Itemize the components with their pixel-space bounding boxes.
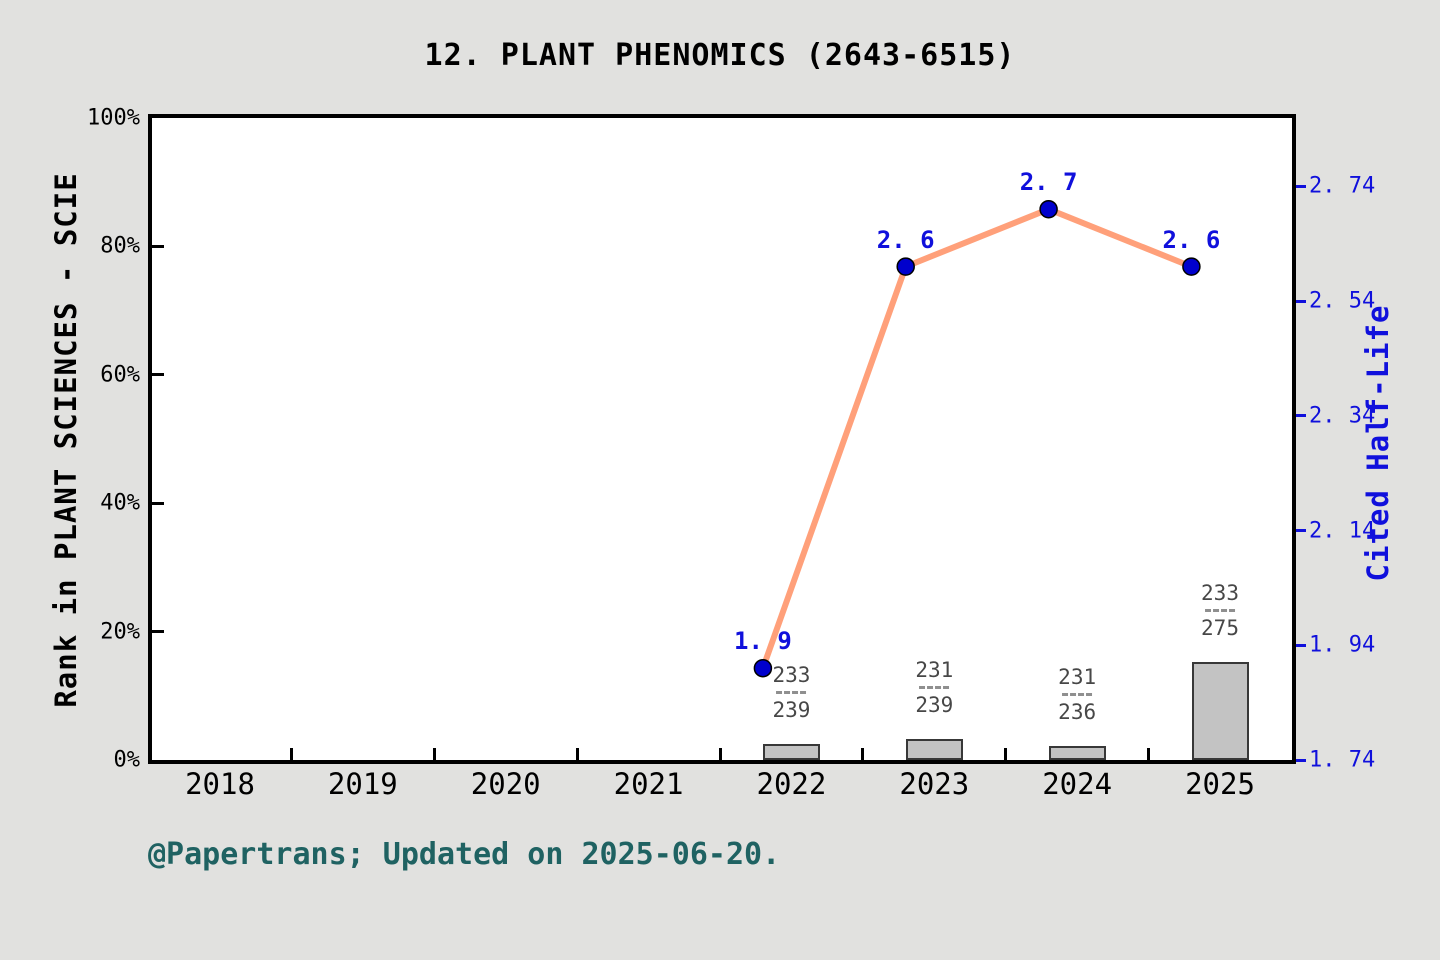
data-point-marker [896,257,915,276]
left-tick-label: 100% [87,105,140,131]
x-tick-label: 2023 [899,767,970,801]
right-tick-label: 1. 74 [1309,747,1376,773]
cited-half-life-line [759,206,1195,672]
rank-fraction-divider [919,685,950,689]
right-tick [1296,299,1306,303]
left-tick-label: 40% [100,490,140,516]
rank-fraction-numerator: 231 [915,657,954,682]
rank-fraction-numerator: 233 [1201,580,1239,605]
plot-area: 233 239 231 239 231 236 233 275 1. 9 2. 6 2. 7 2. 6 [148,114,1296,764]
rank-fraction-denominator: 239 [772,697,811,722]
rank-fraction-divider [1062,693,1093,697]
right-tick [1296,529,1306,532]
right-tick [1296,643,1306,647]
x-minor-tick [432,748,436,760]
rank-fraction-divider [1205,608,1235,612]
x-minor-tick [289,748,293,760]
rank-fraction: 231 236 [1058,666,1096,724]
x-minor-tick [718,748,722,760]
rank-fraction-denominator: 275 [1201,615,1239,640]
left-tick-label: 80% [100,233,140,259]
data-point-marker [753,658,773,678]
right-tick-label: 2. 74 [1309,173,1376,199]
x-tick-label: 2025 [1185,767,1255,801]
rank-fraction-denominator: 236 [1058,700,1097,725]
rank-bar [762,743,820,760]
rank-bar [1191,661,1249,760]
cited-half-life-line-layer [753,199,1201,678]
left-tick-label: 60% [100,362,140,388]
x-tick-label: 2019 [327,767,398,801]
x-tick-label: 2018 [185,767,255,801]
left-tick [152,244,164,248]
x-tick-label: 2020 [470,767,541,801]
left-tick [152,630,164,634]
left-tick-label: 0% [113,747,141,773]
data-point-marker [1039,199,1058,219]
x-minor-tick [861,748,865,760]
rank-fraction-numerator: 231 [1058,665,1097,690]
left-tick-label: 20% [100,619,140,645]
x-minor-tick [1004,748,1008,760]
rank-bar [1048,746,1106,760]
x-tick-label: 2024 [1042,767,1113,801]
right-tick-label: 2. 34 [1309,403,1376,429]
rank-fraction: 231 239 [915,657,954,717]
data-point-marker [1182,257,1201,276]
footer-credit: @Papertrans; Updated on 2025-06-20. [148,837,781,872]
rank-bar [905,738,963,760]
rank-fraction-divider [776,690,807,694]
x-minor-tick [1147,748,1151,760]
right-tick [1296,414,1306,418]
point-value-label: 2. 6 [1162,225,1221,254]
x-minor-tick [575,748,579,760]
point-value-label: 2. 6 [876,225,935,254]
right-tick-label: 1. 94 [1309,632,1376,658]
point-value-label: 1. 9 [733,627,792,656]
rank-fraction: 233 239 [772,662,811,722]
right-tick [1296,184,1306,188]
x-tick-label: 2021 [613,767,684,801]
right-tick-label: 2. 14 [1309,518,1376,543]
x-tick-label: 2022 [756,767,827,801]
point-value-label: 2. 7 [1019,168,1078,197]
left-tick [152,501,164,505]
right-tick [1296,758,1306,762]
rank-fraction-denominator: 239 [915,692,954,717]
right-tick-label: 2. 54 [1309,288,1376,314]
left-tick [152,373,164,377]
chart-title: 12. PLANT PHENOMICS (2643-6515) [424,38,1016,73]
rank-fraction-numerator: 233 [772,662,811,687]
rank-fraction: 233 275 [1201,580,1239,640]
